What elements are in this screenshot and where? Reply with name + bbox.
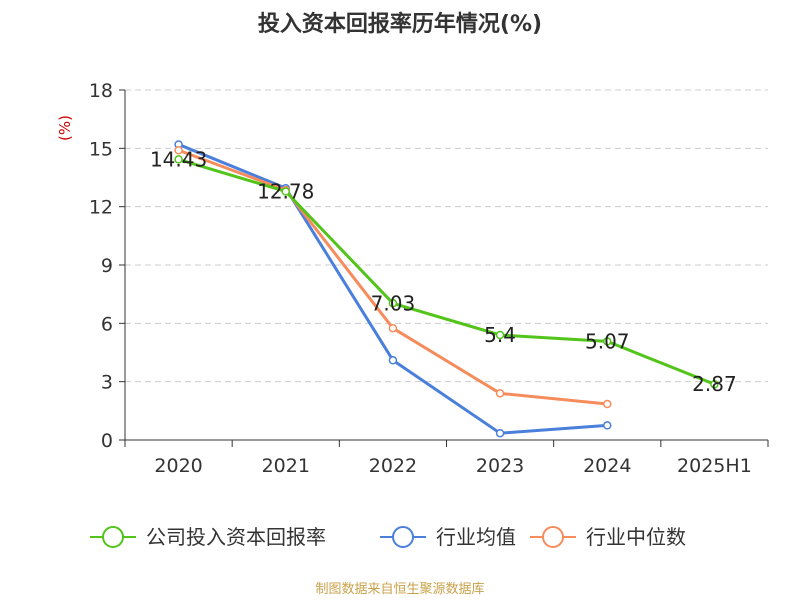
data-label: 14.43 [150, 147, 207, 171]
x-tick-label: 2024 [583, 455, 631, 477]
legend-label: 公司投入资本回报率 [146, 525, 326, 549]
y-tick-label: 3 [101, 372, 113, 394]
legend-swatch-marker [392, 526, 414, 548]
data-point [495, 389, 505, 398]
legend-swatch-marker [542, 526, 564, 548]
y-tick-label: 9 [101, 255, 113, 277]
data-point [603, 399, 612, 409]
y-tick-label: 15 [89, 138, 113, 160]
legend-label: 行业中位数 [586, 525, 686, 549]
data-point [174, 155, 183, 164]
source-note: 制图数据来自恒生聚源数据库 [315, 582, 485, 597]
grid-lines [125, 89, 768, 383]
data-point [603, 421, 612, 430]
legend: 公司投入资本回报率 行业均值 行业中位数 [90, 525, 686, 549]
x-tick-label: 2021 [262, 455, 310, 477]
axes: 0 3 6 9 12 15 18 2020 2021 2022 2023 2024 2025H1 (%) [56, 80, 769, 477]
data-point [174, 146, 183, 155]
series-line-0 [178, 157, 715, 386]
legend-item: 行业中位数 [530, 525, 686, 549]
data-label: 5.4 [484, 323, 516, 347]
chart-title: 投入资本回报率历年情况(%) [257, 12, 543, 37]
x-tick-label: 2022 [369, 455, 417, 477]
data-label: 7.03 [371, 291, 416, 315]
y-axis-label: (%) [56, 115, 74, 141]
data-point [388, 299, 398, 308]
series-lines [174, 140, 719, 438]
data-point [281, 187, 290, 196]
legend-swatch-marker [102, 526, 124, 548]
data-labels: 14.43 12.78 7.03 5.4 5.07 2.87 [150, 147, 737, 396]
y-tick-label: 12 [89, 197, 113, 219]
data-point [603, 337, 612, 346]
x-tick-label: 2020 [154, 455, 202, 477]
y-tick-label: 0 [101, 430, 113, 452]
series-line-1 [178, 143, 608, 435]
legend-label: 行业均值 [436, 525, 516, 549]
data-label: 5.07 [585, 329, 630, 353]
data-point [495, 330, 505, 340]
data-point [495, 428, 505, 438]
data-point [388, 323, 398, 333]
data-label: 2.87 [692, 372, 737, 396]
x-tick-label: 2023 [476, 455, 524, 477]
series-line-2 [178, 148, 608, 406]
legend-item: 行业均值 [380, 525, 516, 549]
data-point [710, 379, 719, 389]
data-label: 12.78 [257, 180, 314, 204]
legend-item: 公司投入资本回报率 [90, 525, 326, 549]
y-tick-label: 6 [101, 313, 113, 335]
x-tick-label: 2025H1 [677, 455, 752, 477]
y-tick-label: 18 [89, 80, 113, 102]
data-point [388, 356, 398, 365]
